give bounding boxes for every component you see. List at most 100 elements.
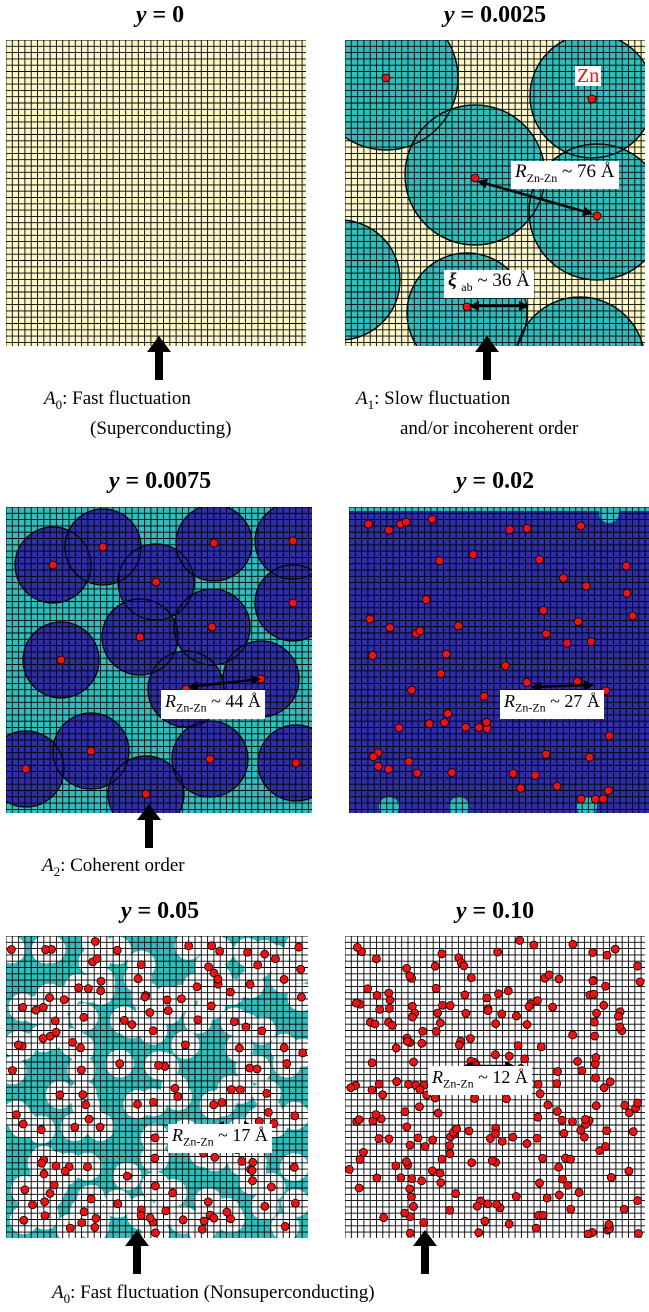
zn-impurity-dot	[431, 1027, 441, 1036]
zn-impurity-dot	[38, 1002, 48, 1012]
zn-impurity-dot	[297, 992, 306, 1002]
caption-a1-slow-fluctuation: A1: Slow fluctuation	[356, 388, 511, 412]
panel-y0.0075	[6, 507, 312, 813]
zn-impurity-dot	[553, 1067, 562, 1076]
zn-impurity-dot	[500, 661, 510, 671]
zn-impurity-dot	[420, 1142, 430, 1151]
zn-impurity-dot	[168, 1188, 178, 1198]
zn-impurity-dot	[459, 961, 469, 971]
zn-impurity-dot	[378, 1090, 388, 1100]
zn-impurity-dot	[162, 995, 172, 1005]
zn-impurity-dot	[602, 950, 612, 960]
zn-impurity-dot	[559, 573, 568, 583]
zn-impurity-dot	[452, 1124, 462, 1134]
zn-impurity-dot	[178, 1215, 188, 1225]
zn-impurity-dot	[436, 1178, 446, 1188]
zn-impurity-dot	[590, 1031, 600, 1041]
zn-impurity-dot	[371, 1110, 381, 1120]
zn-impurity-dot	[530, 770, 540, 780]
zn-impurity-dot	[365, 614, 375, 624]
zn-impurity-dot	[558, 1174, 567, 1184]
zn-impurity-dot	[591, 1053, 601, 1062]
panel-y0.02	[349, 507, 649, 813]
zn-impurity-dot	[173, 1092, 183, 1101]
zn-impurity-dot	[49, 1180, 59, 1190]
zn-impurity-dot	[573, 1056, 582, 1066]
zn-impurity-dot	[433, 1108, 443, 1118]
zn-impurity-dot	[193, 1015, 203, 1025]
zn-impurity-dot	[257, 1026, 267, 1036]
zn-impurity-dot	[77, 1218, 87, 1228]
zn-impurity-dot	[51, 1027, 61, 1037]
zn-impurity-dot	[405, 1140, 415, 1150]
zn-impurity-dot	[440, 718, 449, 727]
panel-y0	[6, 40, 306, 346]
zn-impurity-dot	[21, 764, 31, 774]
zn-impurity-dot	[119, 1015, 129, 1025]
zn-impurity-dot	[435, 1018, 445, 1028]
zn-impurity-dot	[79, 1207, 89, 1217]
zn-impurity-dot	[68, 1038, 77, 1047]
zn-impurity-dot	[133, 974, 143, 984]
zn-impurity-dot	[541, 629, 551, 639]
xi-ab-label: ξ ab ~ 36 Å	[444, 270, 534, 298]
zn-impurity-dot	[588, 948, 598, 957]
zn-impurity-dot	[135, 632, 145, 642]
zn-impurity-dot	[552, 1079, 562, 1089]
zn-impurity-dot	[605, 1077, 615, 1087]
zn-impurity-dot	[548, 1002, 558, 1012]
zn-impurity-dot	[45, 1188, 55, 1198]
zn-impurity-dot	[409, 1202, 418, 1211]
lattice-grid	[6, 40, 306, 346]
zn-impurity-dot	[538, 1153, 548, 1163]
zn-impurity-dot	[355, 1155, 365, 1164]
zn-impurity-dot	[199, 1216, 209, 1226]
zn-impurity-dot	[543, 1100, 553, 1110]
zn-impurity-dot	[367, 1058, 377, 1068]
zn-impurity-dot	[474, 1228, 484, 1238]
zn-impurity-dot	[445, 1205, 455, 1215]
zn-impurity-dot	[592, 1008, 601, 1018]
zn-impurity-dot	[538, 1210, 548, 1220]
zn-impurity-dot	[443, 709, 453, 719]
double-arrow-icon	[188, 675, 261, 691]
zn-impurity-dot	[554, 1190, 564, 1200]
zn-impurity-dot	[589, 1017, 599, 1027]
zn-impurity-dot	[415, 1085, 425, 1095]
zn-impurity-dot	[407, 685, 417, 695]
zn-impurity-dot	[505, 525, 515, 535]
zn-impurity-dot	[438, 1000, 447, 1010]
zn-impurity-dot	[205, 754, 215, 764]
zn-impurity-dot	[385, 623, 395, 633]
zn-impurity-dot	[83, 984, 93, 994]
zn-impurity-dot	[161, 1206, 171, 1216]
zn-impurity-dot	[39, 1169, 49, 1179]
zn-impurity-dot	[535, 555, 545, 565]
zn-impurity-dot	[279, 1043, 289, 1053]
panel-y0.05	[6, 936, 308, 1238]
zn-impurity-dot	[98, 542, 108, 552]
zn-impurity-dot	[579, 1132, 589, 1142]
zn-impurity-dot	[628, 1127, 638, 1137]
zn-impurity-dot	[405, 1228, 415, 1238]
zn-impurity-dot	[524, 1002, 534, 1012]
zn-impurity-dot	[20, 1185, 30, 1195]
zn-impurity-dot	[368, 752, 378, 762]
zn-impurity-dot	[373, 762, 383, 771]
zn-impurity-dot	[552, 781, 562, 791]
zn-impurity-dot	[237, 1157, 247, 1166]
zn-impurity-dot	[461, 1008, 471, 1018]
zn-impurity-dot	[92, 954, 102, 963]
zn-impurity-dot	[400, 1208, 410, 1218]
zn-impurity-dot	[290, 1111, 300, 1121]
zn-impurity-dot	[6, 945, 16, 954]
zn-impurity-dot	[230, 1017, 239, 1027]
zn-impurity-dot	[358, 1148, 368, 1157]
zn-impurity-dot	[472, 1201, 482, 1211]
panel-title-y0.05: y = 0.05	[120, 898, 200, 924]
zn-impurity-dot	[136, 960, 146, 970]
zn-impurity-dot	[225, 987, 235, 997]
zn-impurity-dot	[552, 1107, 562, 1116]
zn-impurity-dot	[516, 783, 525, 793]
zn-impurity-dot	[95, 1122, 105, 1132]
